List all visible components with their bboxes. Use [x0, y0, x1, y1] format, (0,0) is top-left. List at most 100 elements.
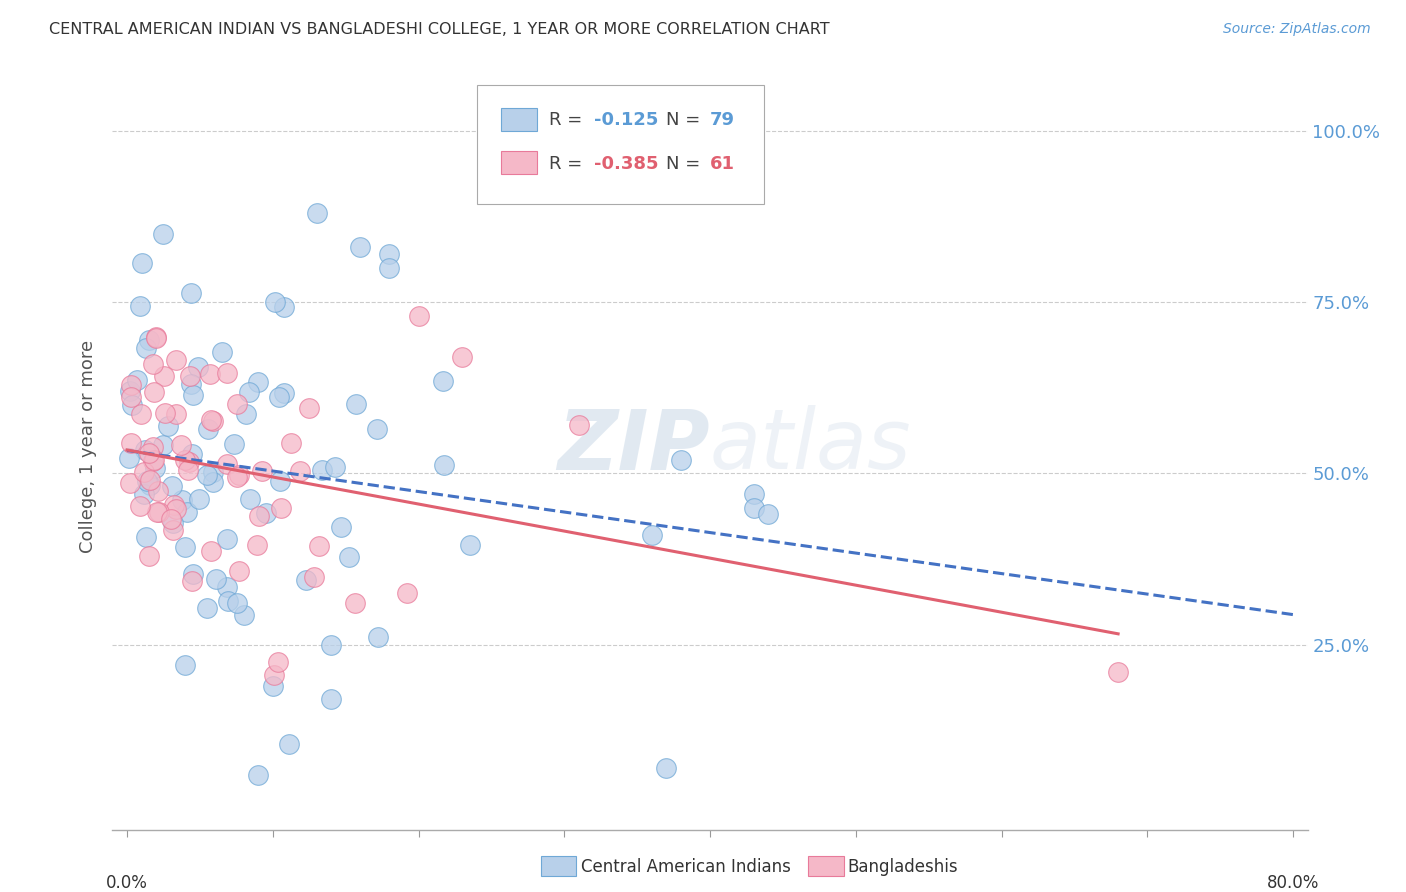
Point — [226, 470, 249, 484]
Point — [148, 506, 170, 520]
Point — [378, 260, 401, 275]
Point — [174, 540, 197, 554]
Point — [145, 461, 167, 475]
Point — [329, 520, 352, 534]
Point — [187, 491, 209, 506]
Point — [132, 466, 155, 480]
Point — [201, 475, 224, 489]
Point — [165, 502, 187, 516]
Point — [142, 453, 165, 467]
Point — [177, 463, 200, 477]
Point — [304, 570, 326, 584]
Point — [135, 474, 157, 488]
Point — [121, 398, 143, 412]
Point — [222, 436, 245, 450]
Point — [655, 761, 678, 775]
Point — [125, 373, 148, 387]
Point — [319, 638, 342, 652]
Point — [211, 345, 233, 359]
Text: -0.125: -0.125 — [595, 111, 658, 129]
Point — [290, 464, 312, 478]
Point — [157, 418, 180, 433]
Point — [135, 341, 157, 355]
Point — [367, 630, 389, 644]
Point — [180, 574, 202, 588]
Point — [160, 512, 183, 526]
Point — [180, 447, 202, 461]
Text: -0.385: -0.385 — [595, 154, 658, 173]
Point — [311, 463, 333, 477]
Point — [131, 256, 153, 270]
Point — [138, 549, 160, 563]
Point — [263, 668, 285, 682]
Point — [153, 369, 176, 384]
Point — [233, 607, 256, 622]
Point — [120, 435, 142, 450]
Point — [179, 369, 201, 384]
Point — [305, 206, 328, 220]
Point — [134, 443, 156, 458]
Point — [142, 440, 165, 454]
Point — [228, 468, 250, 483]
Text: R =: R = — [548, 111, 588, 129]
Point — [308, 539, 330, 553]
Point — [139, 473, 162, 487]
Point — [250, 464, 273, 478]
Point — [408, 309, 430, 323]
FancyBboxPatch shape — [501, 151, 537, 174]
Point — [266, 655, 288, 669]
Point — [162, 523, 184, 537]
Point — [118, 384, 141, 398]
Point — [138, 333, 160, 347]
Text: Source: ZipAtlas.com: Source: ZipAtlas.com — [1223, 22, 1371, 37]
Text: 80.0%: 80.0% — [1267, 874, 1319, 892]
Point — [152, 227, 174, 242]
Point — [226, 596, 249, 610]
Point — [742, 500, 765, 515]
Point — [269, 390, 291, 404]
Point — [344, 397, 367, 411]
Point — [181, 567, 204, 582]
Point — [198, 368, 221, 382]
Text: 79: 79 — [710, 111, 735, 129]
Text: R =: R = — [548, 154, 588, 173]
Point — [118, 451, 141, 466]
FancyBboxPatch shape — [501, 109, 537, 131]
Text: Central American Indians: Central American Indians — [581, 858, 790, 876]
Text: N =: N = — [666, 154, 706, 173]
Point — [200, 543, 222, 558]
Point — [343, 596, 366, 610]
Point — [180, 376, 202, 391]
Point — [217, 594, 239, 608]
Point — [120, 390, 142, 404]
Point — [641, 528, 664, 542]
Point — [264, 295, 287, 310]
Point — [395, 585, 418, 599]
FancyBboxPatch shape — [477, 86, 763, 204]
Text: 0.0%: 0.0% — [105, 874, 148, 892]
Point — [217, 581, 239, 595]
Point — [458, 538, 481, 552]
Point — [152, 438, 174, 452]
Point — [200, 412, 222, 426]
Point — [135, 530, 157, 544]
Point — [176, 505, 198, 519]
Point — [756, 508, 779, 522]
Point — [142, 357, 165, 371]
Point — [195, 468, 218, 483]
Point — [163, 498, 186, 512]
Point — [568, 418, 591, 433]
Point — [247, 508, 270, 523]
Point — [195, 600, 218, 615]
Point — [120, 377, 142, 392]
Point — [246, 538, 269, 552]
Point — [134, 487, 156, 501]
Point — [170, 438, 193, 452]
Point — [378, 247, 401, 261]
Point — [145, 331, 167, 345]
Point — [669, 452, 692, 467]
Point — [170, 493, 193, 508]
Point — [337, 550, 360, 565]
Text: CENTRAL AMERICAN INDIAN VS BANGLADESHI COLLEGE, 1 YEAR OR MORE CORRELATION CHART: CENTRAL AMERICAN INDIAN VS BANGLADESHI C… — [49, 22, 830, 37]
Text: 61: 61 — [710, 154, 735, 173]
